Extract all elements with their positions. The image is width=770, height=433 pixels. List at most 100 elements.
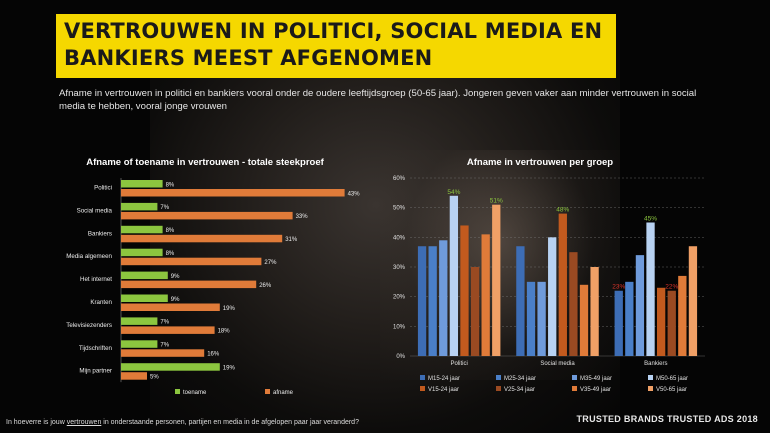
chart2-legend-swatch — [420, 375, 425, 380]
chart2-legend-label: M25-34 jaar — [504, 376, 536, 382]
chart1-bar-toename — [121, 225, 163, 234]
chart2-data-label: 48% — [556, 207, 569, 214]
chart2-bar-V15-24 jaar — [656, 287, 666, 356]
chart2-legend-swatch — [648, 375, 653, 380]
chart1-legend-swatch — [265, 389, 270, 394]
chart1-bar-toename — [121, 294, 168, 302]
chart1-data-label: 9% — [171, 297, 180, 303]
chart2-bar-M35-49 jaar — [635, 255, 645, 356]
chart2-ytick-label: 20% — [393, 295, 406, 301]
chart2-bar-V25-34 jaar — [569, 252, 578, 356]
chart1-bar-afname — [121, 326, 215, 334]
chart2-legend-swatch — [572, 386, 577, 391]
page-title: VERTROUWEN IN POLITICI, SOCIAL MEDIA EN … — [64, 19, 603, 70]
chart1-data-label: 43% — [348, 191, 361, 197]
chart1-bar-toename — [121, 271, 168, 280]
chart1-data-label: 8% — [166, 182, 175, 188]
chart1-bar-afname — [121, 372, 147, 380]
chart2-bar-V50-65 jaar — [688, 246, 698, 356]
chart1-bar-afname — [121, 211, 293, 220]
chart1-bar-afname — [121, 257, 262, 266]
chart1-title: Afname of toename in vertrouwen - totale… — [86, 157, 324, 168]
chart1-bar-toename — [121, 363, 220, 371]
chart1-category-label: Social media — [77, 207, 113, 214]
chart2-legend-swatch — [572, 375, 577, 380]
chart2-bar-V15-24 jaar — [558, 213, 567, 356]
chart2-bar-V25-34 jaar — [667, 290, 676, 356]
chart2-bar-V35-49 jaar — [678, 275, 687, 356]
chart2-data-label: 23% — [612, 284, 625, 291]
chart1-bar-afname — [121, 349, 205, 357]
chart2-legend-label: M50-65 jaar — [656, 376, 688, 382]
page-subtitle: Afname in vertrouwen in politici en bank… — [59, 88, 697, 112]
chart2-bar-V15-24 jaar — [460, 225, 469, 356]
chart2-legend-label: V35-49 jaar — [580, 387, 611, 393]
chart1-bar-afname — [121, 280, 257, 289]
chart1-bar-afname — [121, 234, 283, 243]
chart1-category-label: Mijn partner — [79, 368, 112, 375]
chart1-bar-afname — [121, 303, 220, 311]
chart1-category-label: Politici — [94, 185, 112, 192]
brand-label: TRUSTED BRANDS TRUSTED ADS 2018 — [576, 414, 758, 424]
chart1-bar-toename — [121, 317, 158, 325]
chart2-ytick-label: 0% — [396, 354, 405, 360]
chart2-data-label: 22% — [665, 284, 678, 291]
chart2-bar-M50-65 jaar — [548, 237, 557, 356]
chart1-bar-toename — [121, 340, 158, 348]
chart2-bar-M15-24 jaar — [516, 246, 525, 356]
chart1-data-label: 5% — [150, 375, 159, 381]
chart2-legend-swatch — [420, 386, 425, 391]
chart1-category-label: Media algemeen — [66, 253, 112, 260]
chart1-data-label: 18% — [218, 329, 231, 335]
chart2-bar-V35-49 jaar — [579, 284, 589, 356]
chart1-category-label: Het internet — [80, 276, 112, 283]
chart2-ytick-label: 60% — [393, 176, 406, 182]
title-banner: VERTROUWEN IN POLITICI, SOCIAL MEDIA EN … — [56, 14, 616, 78]
chart1-data-label: 31% — [285, 237, 298, 243]
chart2-bar-M35-49 jaar — [439, 240, 448, 356]
chart2-ytick-label: 10% — [393, 324, 406, 330]
chart2-data-label: 51% — [490, 198, 503, 205]
chart1-data-label: 9% — [171, 274, 180, 280]
chart2-bar-V25-34 jaar — [470, 267, 480, 356]
chart2-bar-M50-65 jaar — [449, 195, 459, 356]
chart2-legend-label: M35-49 jaar — [580, 376, 612, 382]
chart2-data-label: 54% — [447, 189, 460, 196]
survey-question: In hoeverre is jouw vertrouwen in onders… — [6, 419, 359, 426]
chart2-ytick-label: 40% — [393, 235, 406, 241]
chart1-data-label: 7% — [160, 205, 169, 211]
chart2-title: Afname in vertrouwen per groep — [466, 157, 614, 168]
chart2-bar-M15-24 jaar — [417, 246, 427, 356]
chart1-data-label: 7% — [160, 320, 169, 326]
chart2-bar-V50-65 jaar — [590, 267, 599, 356]
chart2-legend-swatch — [648, 386, 653, 391]
chart1-legend-label: afname — [273, 390, 294, 396]
chart1-bar-toename — [121, 180, 163, 188]
chart2-bar-M25-34 jaar — [526, 281, 536, 356]
chart2-ytick-label: 30% — [393, 265, 406, 271]
chart2-bar-M25-34 jaar — [428, 246, 437, 356]
chart1-data-label: 33% — [296, 214, 309, 220]
chart1-bar-toename — [121, 248, 163, 257]
chart1-bar-afname — [121, 189, 345, 197]
chart2-legend-label: V25-34 jaar — [504, 387, 535, 393]
chart2-legend-swatch — [496, 386, 501, 391]
chart1-data-label: 27% — [264, 260, 277, 266]
chart1-category-label: Televisiezenders — [66, 322, 112, 329]
chart2-bar-V50-65 jaar — [492, 204, 501, 356]
chart1-category-label: Bankiers — [88, 230, 112, 237]
chart1-data-label: 8% — [166, 251, 175, 257]
chart2-legend-swatch — [496, 375, 501, 380]
chart1-data-label: 8% — [166, 228, 175, 234]
chart2-bar-M35-49 jaar — [537, 281, 546, 356]
chart1-legend-label: toename — [183, 390, 207, 396]
chart2-bar-V35-49 jaar — [481, 234, 490, 356]
chart2-legend-label: M15-24 jaar — [428, 376, 460, 382]
chart1-data-label: 19% — [223, 306, 236, 312]
chart1-category-label: Kranten — [90, 299, 112, 306]
chart2-legend-label: V15-24 jaar — [428, 387, 459, 393]
chart1-data-label: 16% — [207, 352, 220, 358]
chart2-bar-M25-34 jaar — [625, 281, 634, 356]
